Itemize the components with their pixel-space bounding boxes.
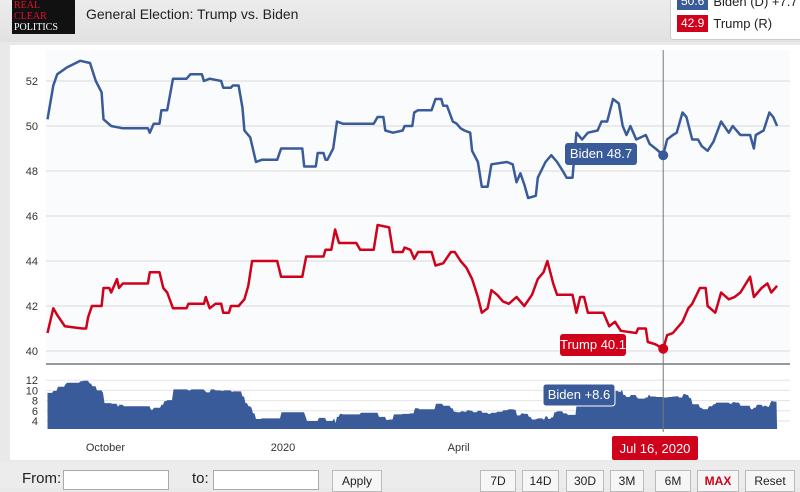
- series-line-biden: [46, 59, 779, 200]
- x-tick-label: October: [86, 442, 125, 454]
- range-14d-button[interactable]: 14D: [522, 470, 559, 492]
- range-max-button[interactable]: MAX: [697, 470, 739, 492]
- x-axis-ticks: October 2020 April: [86, 442, 470, 454]
- navigator-tick-label: 8: [32, 396, 38, 408]
- x-tick-label: 2020: [271, 442, 295, 454]
- y-tick-label: 52: [26, 76, 38, 88]
- logo-text-real: REAL: [14, 0, 41, 11]
- range-6m-button[interactable]: 6M: [655, 470, 691, 492]
- navigator-spread-area: [47, 380, 778, 429]
- y-tick-label: 46: [26, 211, 38, 223]
- tooltip-date: Jul 16, 2020: [612, 436, 698, 460]
- y-axis-ticks: 40 42 44 46 48 50 52: [26, 76, 38, 358]
- legend-biden-label: Biden (D) +7.7: [713, 0, 798, 9]
- y-tick-label: 48: [26, 166, 38, 178]
- range-7d-button[interactable]: 7D: [480, 470, 516, 492]
- rcp-logo[interactable]: REAL CLEAR POLITICS: [12, 0, 75, 34]
- navigator-tick-label: 10: [26, 385, 38, 397]
- tooltip-trump-text: Trump 40.1: [560, 337, 626, 352]
- y-tick-label: 50: [26, 121, 38, 133]
- reset-button[interactable]: Reset: [745, 470, 795, 492]
- legend-trump: 42.9 Trump (R): [677, 15, 772, 32]
- logo-text-clear: CLEAR: [14, 11, 47, 22]
- page-title: General Election: Trump vs. Biden: [86, 6, 299, 22]
- range-30d-button[interactable]: 30D: [566, 470, 604, 492]
- x-tick-label: April: [448, 442, 470, 454]
- navigator[interactable]: [46, 379, 790, 429]
- navigator-tick-label: 12: [26, 375, 38, 387]
- apply-button[interactable]: Apply: [332, 470, 382, 492]
- legend-trump-value: 42.9: [677, 15, 709, 32]
- y-tick-label: 42: [26, 301, 38, 313]
- legend-trump-label: Trump (R): [713, 16, 773, 31]
- to-label: to:: [192, 470, 209, 487]
- y-tick-label: 40: [26, 346, 38, 358]
- series-line-trump: [46, 223, 779, 351]
- from-date-input[interactable]: [63, 470, 169, 490]
- marker-biden: [658, 150, 669, 161]
- tooltip-spread-text: Biden +8.6: [548, 387, 611, 402]
- header: REAL CLEAR POLITICS General Election: Tr…: [0, 0, 800, 42]
- logo-text-politics: POLITICS: [14, 22, 58, 33]
- tooltip-trump: Trump 40.1: [560, 334, 626, 356]
- to-date-input[interactable]: [213, 470, 319, 490]
- grid-lines: [46, 80, 790, 352]
- navigator-tick-label: 4: [32, 416, 38, 428]
- tooltip-biden: Biden 48.7: [565, 143, 637, 165]
- series-lines: [46, 59, 779, 351]
- tooltip-date-text: Jul 16, 2020: [620, 441, 691, 456]
- marker-trump: [658, 343, 669, 354]
- range-3m-button[interactable]: 3M: [610, 470, 644, 492]
- from-label: From:: [22, 470, 62, 487]
- range-toolbar: From: to: Apply 7D 14D 30D 3M 6M MAX Res…: [0, 462, 800, 492]
- navigator-tick-label: 6: [32, 406, 38, 418]
- tooltip-spread: Biden +8.6: [542, 383, 616, 407]
- y-tick-label: 44: [26, 256, 38, 268]
- legend-biden: 50.6 Biden (D) +7.7: [677, 0, 798, 10]
- plot-background: [46, 50, 790, 362]
- legend-biden-value: 50.6: [677, 0, 709, 10]
- tooltip-biden-text: Biden 48.7: [570, 146, 632, 161]
- legend: 50.6 Biden (D) +7.7 42.9 Trump (R): [670, 0, 800, 40]
- hover-markers: [658, 150, 669, 354]
